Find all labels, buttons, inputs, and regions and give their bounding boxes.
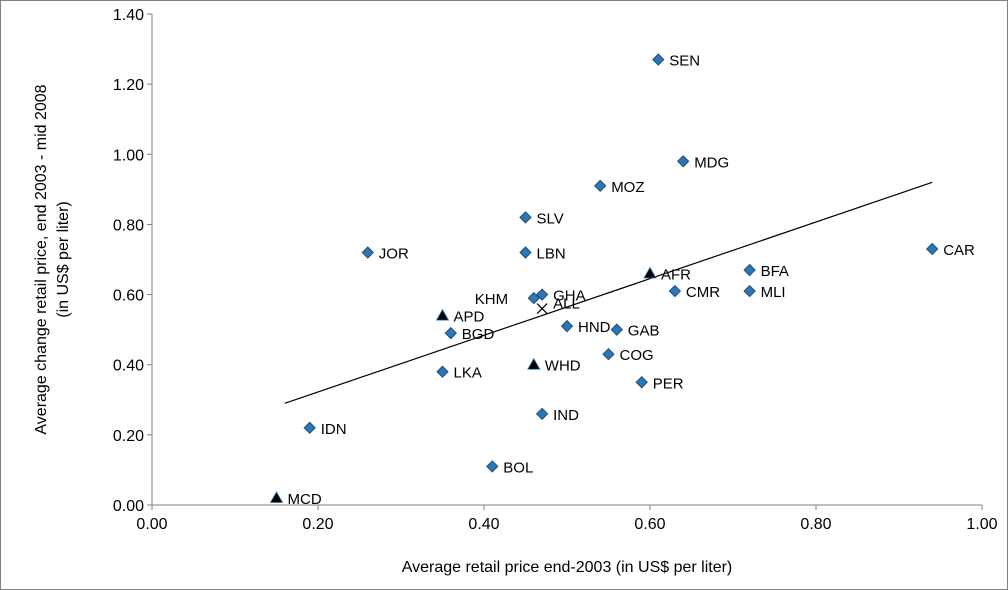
point-label-whd: WHD: [545, 358, 581, 375]
region-point-apd: [435, 308, 450, 321]
y-axis-title: Average change retail price, end 2003 - …: [33, 84, 72, 434]
y-tick-label: 0.80: [113, 217, 144, 234]
point-car: [925, 242, 939, 256]
x-tick-label: 0.60: [634, 516, 665, 533]
point-per: [635, 376, 648, 389]
point-sen: [652, 53, 665, 66]
point-label-ind: IND: [553, 407, 579, 424]
x-tick-label: 0.40: [468, 516, 499, 533]
point-mdg: [676, 155, 690, 168]
x-axis-title: Average retail price end-2003 (in US$ pe…: [402, 559, 733, 576]
point-label-bfa: BFA: [761, 263, 789, 280]
point-label-idn: IDN: [321, 421, 347, 438]
point-bgd: [444, 326, 458, 340]
data-points: SEN MDG MOZ SLV JOR LBN CAR BFA CMR MLI GHA KHM HND G…: [269, 53, 975, 508]
point-lka: [436, 365, 449, 378]
axes: [151, 14, 982, 506]
trendline-group: [284, 181, 933, 404]
x-tick-label: 1.00: [966, 516, 997, 533]
point-gha: [535, 288, 549, 301]
y-tick-label: 1.20: [113, 77, 144, 94]
point-label-cmr: CMR: [686, 284, 720, 301]
y-tick-label: 0.60: [113, 288, 144, 305]
point-label-mcd: MCD: [288, 491, 322, 508]
x-ticks: 0.00 0.20 0.40 0.60 0.80 1.00: [136, 505, 998, 533]
point-mli: [743, 284, 756, 298]
point-label-khm: KHM: [475, 291, 508, 308]
point-all: [536, 303, 548, 315]
point-label-slv: SLV: [537, 210, 564, 227]
x-tick-label: 0.00: [136, 516, 167, 533]
point-gab: [610, 323, 624, 336]
region-point-whd: [527, 357, 541, 370]
point-label-bgd: BGD: [462, 326, 495, 343]
point-label-mli: MLI: [761, 284, 786, 301]
point-label-moz: MOZ: [611, 179, 644, 196]
y-ticks: 0.00 0.20 0.40 0.60 0.80 1.00 1.20 1.40: [113, 7, 152, 515]
y-axis-title-line-2: (in US$ per liter): [55, 201, 72, 317]
point-label-lbn: LBN: [537, 245, 566, 262]
region-point-afr: [643, 266, 657, 279]
point-label-jor: JOR: [379, 245, 409, 262]
point-label-car: CAR: [943, 242, 975, 259]
point-ind: [535, 407, 549, 421]
point-khm: [527, 291, 541, 305]
point-lbn: [519, 246, 532, 259]
point-label-gab: GAB: [628, 323, 660, 340]
point-moz: [593, 179, 607, 193]
point-label-gha: GHA: [553, 288, 586, 305]
point-label-bol: BOL: [503, 459, 533, 476]
y-axis-title-line-1: Average change retail price, end 2003 - …: [33, 84, 50, 434]
point-hnd: [560, 319, 574, 333]
x-tick-label: 0.20: [302, 516, 333, 533]
point-bfa: [743, 263, 756, 277]
y-tick-label: 0.40: [113, 358, 144, 375]
y-tick-label: 0.00: [113, 498, 144, 515]
point-idn: [303, 421, 316, 435]
y-tick-label: 1.40: [113, 7, 144, 24]
point-label-afr: AFR: [661, 267, 691, 284]
point-all-stroke-b: [536, 303, 548, 315]
point-label-lka: LKA: [454, 365, 482, 382]
point-label-hnd: HND: [578, 319, 611, 336]
point-label-sen: SEN: [669, 53, 700, 70]
region-point-mcd: [269, 491, 284, 503]
point-label-per: PER: [653, 375, 684, 392]
point-bol: [486, 460, 499, 473]
point-slv: [519, 211, 532, 224]
point-label-apd: APD: [454, 309, 485, 326]
point-label-all: ALL: [553, 296, 580, 313]
point-label-mdg: MDG: [694, 154, 729, 171]
y-tick-label: 0.20: [113, 428, 144, 445]
x-tick-label: 0.80: [800, 516, 831, 533]
point-label-cog: COG: [620, 347, 654, 364]
point-jor: [361, 246, 375, 259]
y-tick-label: 1.00: [113, 147, 144, 164]
point-cmr: [668, 284, 682, 298]
trendline: [284, 181, 933, 404]
point-cog: [602, 347, 615, 361]
